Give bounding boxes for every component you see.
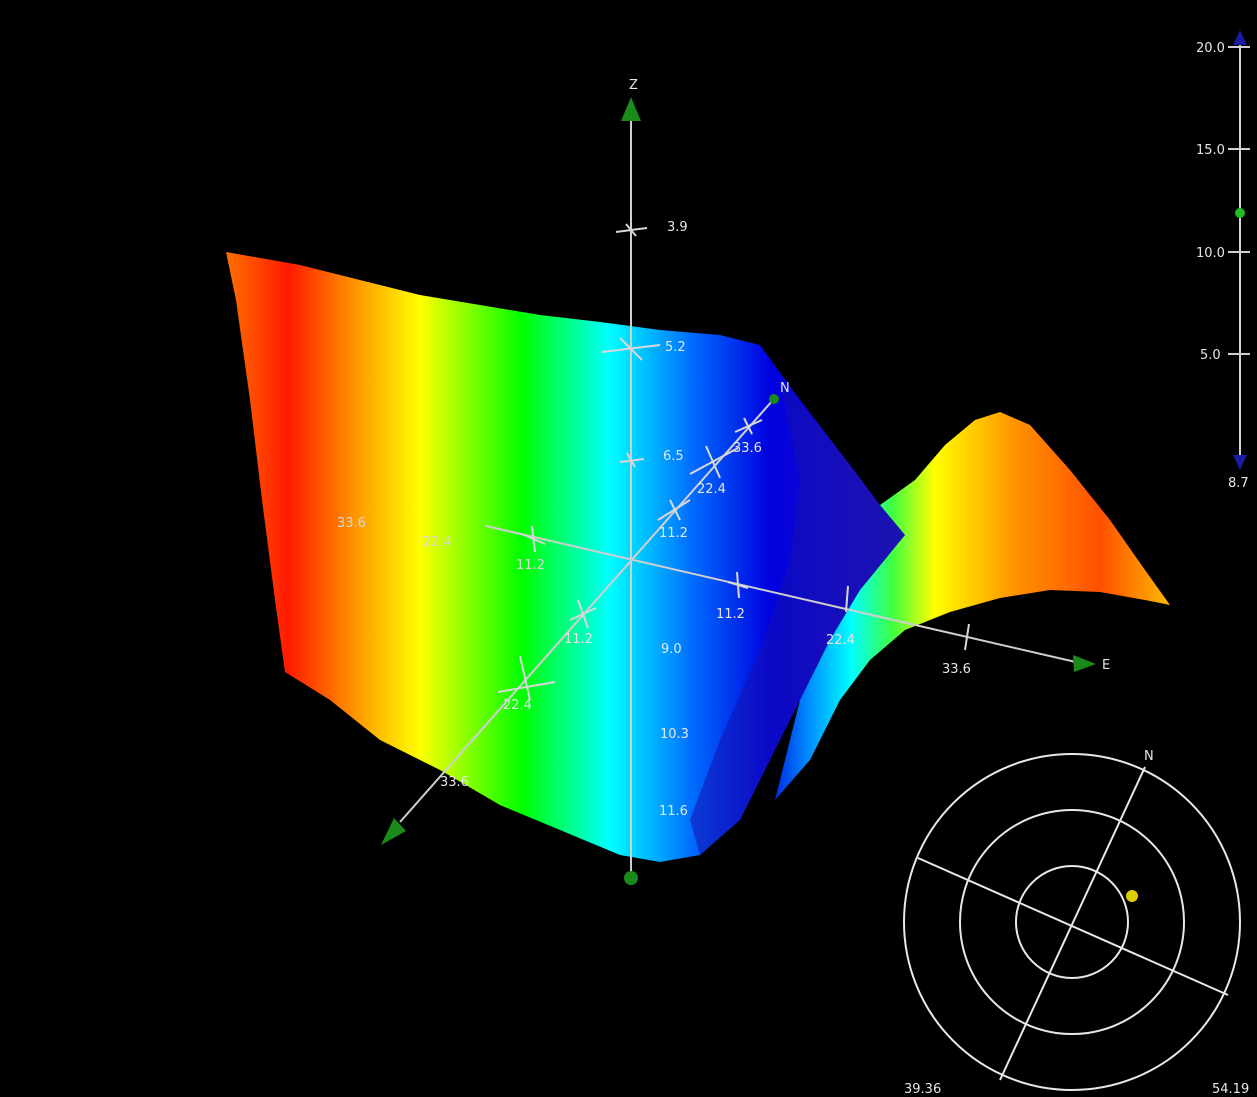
compass-ew-line bbox=[917, 857, 1229, 996]
scale-bottom-label: 8.7 bbox=[1228, 476, 1249, 491]
west-tick-label-2: 22.4 bbox=[423, 535, 452, 550]
north-axis-handle[interactable] bbox=[769, 394, 779, 404]
compass-left-value: 39.36 bbox=[904, 1082, 941, 1097]
scale-tick-label-1: 20.0 bbox=[1196, 41, 1225, 56]
east-axis-handle[interactable] bbox=[1073, 655, 1096, 672]
compass-inner-ring bbox=[1015, 865, 1129, 979]
z-ticks bbox=[601, 223, 661, 468]
north-tick-label-1: 11.2 bbox=[659, 526, 688, 541]
z-axis-handle-top[interactable] bbox=[621, 97, 641, 121]
scale-tick-label-2: 15.0 bbox=[1196, 143, 1225, 158]
z-tick-label-1: 3.9 bbox=[667, 220, 688, 235]
z-tick-label-3: 6.5 bbox=[663, 449, 684, 464]
scale-bar-level-marker[interactable] bbox=[1235, 208, 1245, 218]
north-ticks bbox=[497, 417, 763, 701]
scale-tick-label-3: 10.0 bbox=[1196, 246, 1225, 261]
terrain-ridge[interactable] bbox=[775, 412, 1170, 800]
south-axis-handle[interactable] bbox=[381, 818, 406, 845]
east-tick-label-3: 33.6 bbox=[942, 662, 971, 677]
compass-ns-line bbox=[999, 766, 1146, 1081]
compass-north-label: N bbox=[1144, 749, 1154, 764]
east-axis-line bbox=[485, 525, 1081, 664]
compass-middle-ring bbox=[959, 809, 1185, 1035]
south-tick-label-2: 22.4 bbox=[503, 698, 532, 713]
south-tick-label-3: 33.6 bbox=[440, 775, 469, 790]
east-tick-label-2: 22.4 bbox=[826, 633, 855, 648]
north-tick-label-2: 22.4 bbox=[697, 482, 726, 497]
north-tick-label-3: 33.6 bbox=[733, 441, 762, 456]
west-tick-label-1: 11.2 bbox=[516, 558, 545, 573]
z-tick-label-2: 5.2 bbox=[665, 340, 686, 355]
z-tick-label-4: 9.0 bbox=[661, 642, 682, 657]
vertical-scale-bar[interactable] bbox=[1228, 30, 1250, 470]
z-axis-handle-bottom[interactable] bbox=[624, 871, 638, 885]
scale-bar-top-arrow[interactable] bbox=[1233, 30, 1247, 45]
east-ticks bbox=[521, 525, 970, 651]
west-tick-label-3: 33.6 bbox=[337, 516, 366, 531]
z-axis-label: Z bbox=[629, 78, 638, 93]
compass-widget[interactable] bbox=[903, 753, 1241, 1091]
z-tick-label-6: 11.6 bbox=[659, 804, 688, 819]
north-axis-line bbox=[399, 399, 774, 823]
surface-shadow bbox=[690, 380, 905, 855]
compass-right-value: 54.19 bbox=[1212, 1082, 1249, 1097]
south-tick-label-1: 11.2 bbox=[564, 632, 593, 647]
north-axis-label: N bbox=[780, 381, 790, 396]
east-axis-label: E bbox=[1102, 658, 1110, 673]
east-tick-label-1: 11.2 bbox=[716, 607, 745, 622]
scale-bar-bottom-arrow[interactable] bbox=[1233, 455, 1247, 470]
compass-position-marker[interactable] bbox=[1126, 890, 1138, 902]
scale-tick-label-4: 5.0 bbox=[1200, 348, 1221, 363]
z-tick-label-5: 10.3 bbox=[660, 727, 689, 742]
compass-outer-ring bbox=[903, 753, 1241, 1091]
